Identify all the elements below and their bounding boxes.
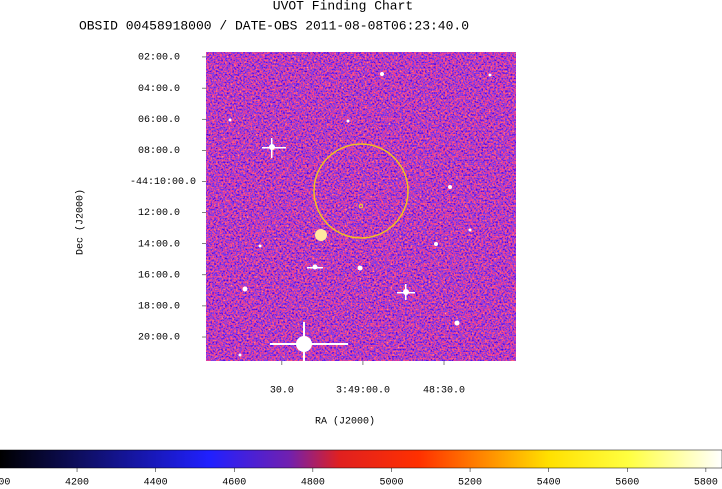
y-tick-label: 08:00.0 (138, 146, 180, 157)
y-axis-label: Dec (J2000) (75, 189, 87, 255)
x-tick-label: 48:30.0 (423, 386, 465, 397)
colorbar-tick-label: 4800 (301, 478, 325, 489)
colorbar-tick-label: 4600 (222, 478, 246, 489)
colorbar-tick-label: 5200 (458, 478, 482, 489)
y-tick-label: -44:10:00.0 (130, 177, 196, 188)
colorbar-tick-label: 4200 (65, 478, 89, 489)
colorbar-tick-label: 5600 (615, 478, 639, 489)
y-tick-label: 14:00.0 (138, 239, 180, 250)
x-tick-label: 3:49:00.0 (336, 386, 390, 397)
colorbar (0, 449, 722, 469)
chart-subtitle: OBSID 00458918000 / DATE-OBS 2011-08-08T… (79, 18, 469, 33)
chart-title: UVOT Finding Chart (273, 0, 413, 13)
x-axis-label: RA (J2000) (315, 416, 375, 428)
y-tick-label: 06:00.0 (138, 115, 180, 126)
colorbar-tick-label: 5800 (694, 478, 718, 489)
stars (228, 72, 492, 361)
colorbar-tick-label: 4000 (0, 478, 10, 489)
source-marker (358, 203, 364, 209)
y-tick-label: 02:00.0 (138, 53, 180, 64)
error-circle (313, 143, 409, 239)
image-pixels (206, 52, 516, 361)
y-tick-label: 04:00.0 (138, 84, 180, 95)
y-tick-label: 20:00.0 (138, 333, 180, 344)
y-tick-label: 12:00.0 (138, 208, 180, 219)
colorbar-tick-label: 5000 (379, 478, 403, 489)
sky-image (206, 52, 516, 361)
y-tick-label: 18:00.0 (138, 302, 180, 313)
colorbar-tick-label: 4400 (144, 478, 168, 489)
x-tick-label: 30.0 (270, 386, 294, 397)
colorbar-tick-label: 5400 (537, 478, 561, 489)
y-tick-label: 16:00.0 (138, 270, 180, 281)
